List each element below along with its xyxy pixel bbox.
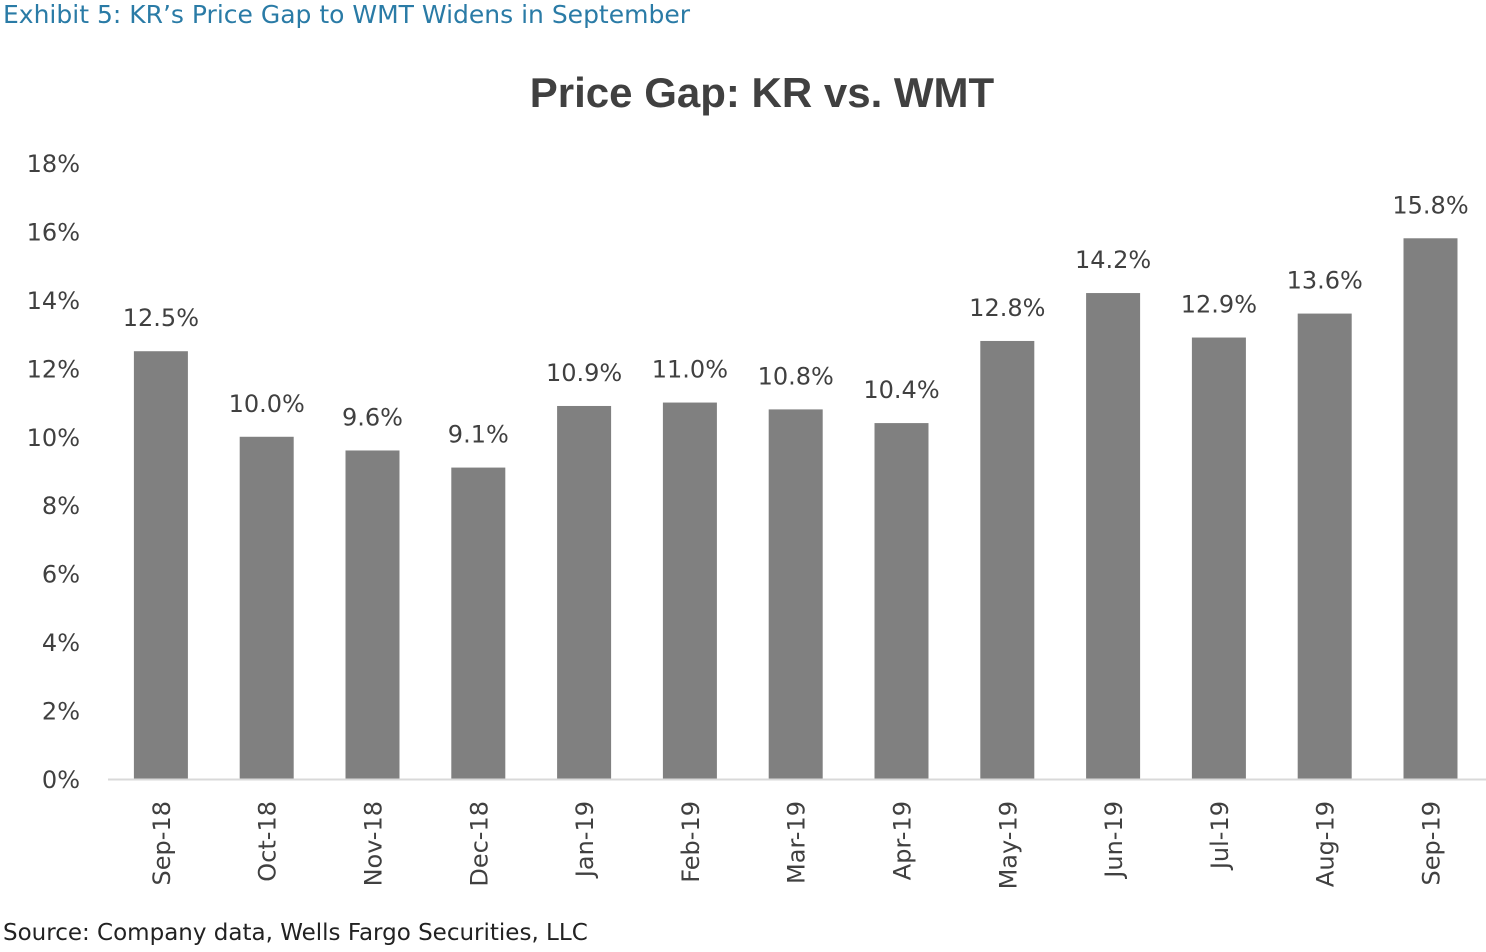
data-label: 13.6%	[1287, 267, 1363, 295]
y-tick-label: 0%	[42, 766, 80, 794]
bar	[768, 409, 823, 779]
data-label: 10.4%	[863, 376, 939, 404]
data-label: 10.9%	[546, 359, 622, 387]
data-label: 9.6%	[342, 403, 403, 431]
data-label: 14.2%	[1075, 246, 1151, 274]
category-label: Dec-18	[465, 801, 493, 887]
x-axis: Sep-18 Oct-18 Nov-18 Dec-18 Jan-19 Feb-19 Mar-…	[148, 801, 1446, 889]
data-label: 12.5%	[123, 304, 199, 332]
y-tick-label: 16%	[27, 218, 80, 246]
bar	[980, 340, 1035, 779]
category-label: Aug-19	[1312, 801, 1340, 887]
category-label: Jul-19	[1206, 801, 1234, 871]
bar	[874, 423, 929, 779]
y-tick-label: 10%	[27, 424, 80, 452]
chart-title: Price Gap: KR vs. WMT	[530, 69, 995, 116]
data-label: 10.8%	[758, 362, 834, 390]
category-label: May-19	[994, 801, 1022, 889]
category-label: Feb-19	[677, 801, 705, 883]
y-tick-label: 2%	[42, 698, 80, 726]
y-tick-label: 14%	[27, 287, 80, 315]
category-label: Jun-19	[1100, 801, 1128, 880]
y-tick-label: 6%	[42, 561, 80, 589]
bar	[1297, 313, 1352, 779]
category-label: Sep-19	[1418, 801, 1446, 885]
data-label: 9.1%	[448, 421, 509, 449]
category-label: Nov-18	[360, 801, 388, 886]
y-tick-label: 18%	[27, 150, 80, 178]
bar	[451, 467, 506, 779]
data-label: 10.0%	[229, 390, 305, 418]
bar	[133, 351, 188, 779]
data-label: 12.8%	[969, 294, 1045, 322]
category-label: Oct-18	[254, 801, 282, 882]
data-label: 12.9%	[1181, 291, 1257, 319]
y-tick-label: 4%	[42, 629, 80, 657]
data-label: 15.8%	[1392, 191, 1468, 219]
bar	[557, 405, 612, 779]
category-label: Mar-19	[783, 801, 811, 884]
bar	[1086, 293, 1141, 779]
category-label: Jan-19	[571, 801, 599, 879]
bar	[1191, 337, 1246, 779]
category-label: Sep-18	[148, 801, 176, 885]
source-note: Source: Company data, Wells Fargo Securi…	[3, 920, 588, 946]
exhibit-title: Exhibit 5: KR’s Price Gap to WMT Widens …	[3, 0, 690, 29]
y-axis: 0% 2% 4% 6% 8% 10% 12% 14% 16% 18%	[27, 150, 80, 794]
bar	[1403, 238, 1458, 780]
data-label: 11.0%	[652, 356, 728, 384]
y-tick-label: 8%	[42, 492, 80, 520]
bar	[345, 450, 400, 779]
bar	[662, 402, 717, 779]
bar	[239, 436, 294, 779]
category-label: Apr-19	[889, 801, 917, 880]
data-labels: 12.5% 10.0% 9.6% 9.1% 10.9% 11.0% 10.8% 10.4% 12…	[123, 191, 1469, 448]
y-tick-label: 12%	[27, 355, 80, 383]
bars	[133, 238, 1458, 780]
